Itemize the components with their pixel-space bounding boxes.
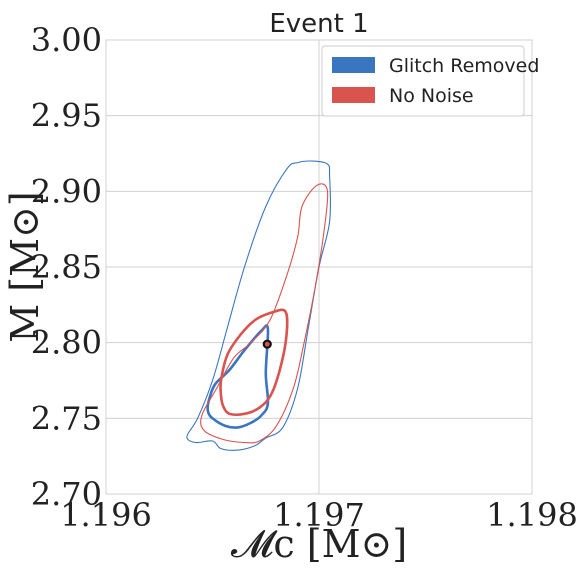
glitch-removed-outer-contour <box>186 160 332 451</box>
y-tick-label: 2.70 <box>31 475 102 513</box>
contours <box>186 160 332 451</box>
x-axis-label: 𝓜c [M⊙] <box>231 522 407 566</box>
y-tick-label: 2.85 <box>31 248 102 286</box>
x-tick-label: 1.198 <box>486 496 576 534</box>
y-tick-label: 2.90 <box>31 172 102 210</box>
legend: Glitch Removed No Noise <box>321 45 539 117</box>
true-value-marker-group <box>262 339 272 349</box>
no-noise-outer-contour <box>200 183 329 444</box>
glitch-removed-inner-contour <box>206 324 270 429</box>
true-value-marker <box>262 339 272 349</box>
y-tick-label: 2.95 <box>31 97 102 135</box>
grid <box>105 39 533 495</box>
no-noise-inner-contour <box>219 308 289 416</box>
legend-swatch-no-noise <box>332 87 375 103</box>
tick-labels: 1.196 1.197 1.198 2.70 2.75 2.80 2.85 2.90 2.95 3… <box>31 21 576 534</box>
legend-label-no-noise: No Noise <box>389 85 474 107</box>
x-tick-label: 1.197 <box>273 496 365 534</box>
chart-title: Event 1 <box>269 9 368 39</box>
legend-label-glitch-removed: Glitch Removed <box>389 55 539 77</box>
y-tick-label: 3.00 <box>31 21 102 59</box>
y-tick-label: 2.80 <box>31 324 102 362</box>
legend-swatch-glitch-removed <box>332 57 375 73</box>
x-tick-label: 1.196 <box>60 496 152 534</box>
y-axis-label: M [M⊙] <box>3 191 47 342</box>
y-tick-label: 2.75 <box>31 399 102 437</box>
